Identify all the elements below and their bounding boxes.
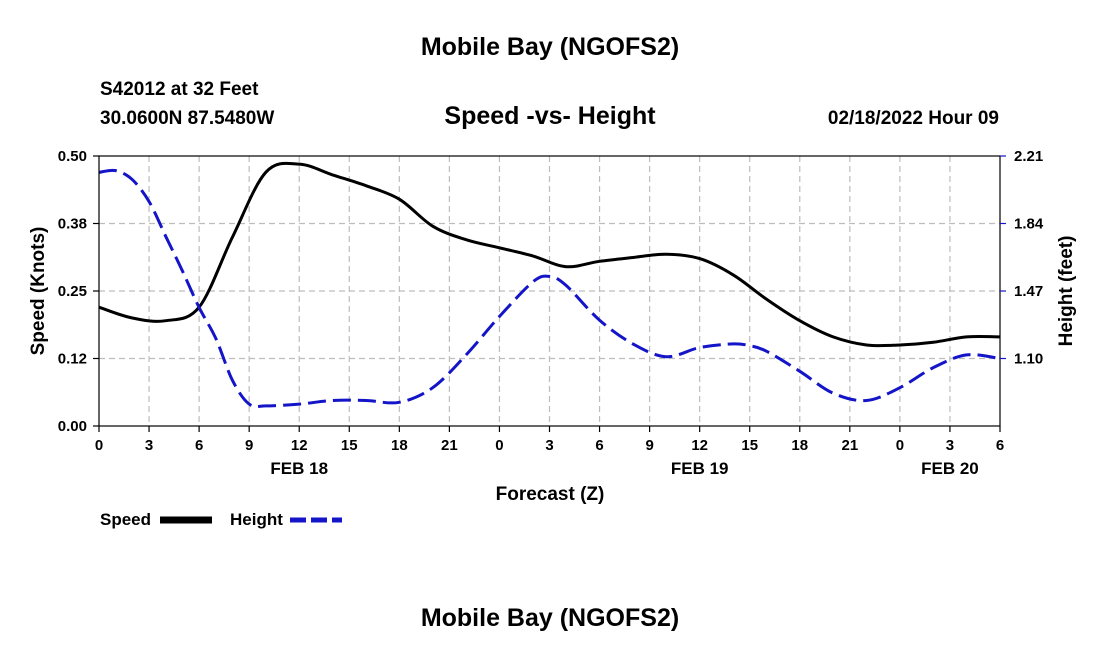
x-tick-label: 3 [545, 437, 553, 454]
y2-tick-label: 1.47 [1014, 283, 1043, 300]
datetime-label: 02/18/2022 Hour 09 [828, 108, 999, 129]
x-tick-label: 21 [841, 437, 858, 454]
date-label: FEB 20 [921, 459, 979, 478]
date-label: FEB 18 [270, 459, 328, 478]
x-tick-label: 6 [195, 437, 203, 454]
x-tick-label: 0 [896, 437, 904, 454]
x-tick-label: 15 [741, 437, 758, 454]
speed-series-line [98, 161, 1001, 348]
legend: Speed Height [100, 510, 342, 529]
x-axis-label: Forecast (Z) [496, 484, 605, 505]
coords-label: 30.0600N 87.5480W [100, 108, 274, 129]
x-tick-label: 0 [495, 437, 503, 454]
x-tick-label: 6 [595, 437, 603, 454]
y-tick-label: 0.50 [58, 148, 87, 165]
legend-speed-label: Speed [100, 510, 151, 529]
x-tick-label: 21 [441, 437, 458, 454]
legend-height-label: Height [230, 510, 283, 529]
x-tick-label: 6 [996, 437, 1004, 454]
x-tick-label: 3 [145, 437, 153, 454]
y-axis-label: Speed (Knots) [28, 227, 49, 356]
x-tick-label: 12 [291, 437, 308, 454]
x-tick-label: 12 [691, 437, 708, 454]
y-tick-label: 0.25 [58, 283, 87, 300]
height-series-line [98, 168, 1001, 409]
x-tick-label: 9 [245, 437, 253, 454]
x-tick-label: 3 [946, 437, 954, 454]
x-tick-label: 9 [645, 437, 653, 454]
x-tick-label: 18 [391, 437, 408, 454]
date-label: FEB 19 [671, 459, 729, 478]
x-tick-label: 18 [791, 437, 808, 454]
x-tick-label: 0 [95, 437, 103, 454]
y2-tick-label: 1.84 [1014, 216, 1044, 233]
y2-tick-label: 2.21 [1014, 148, 1043, 165]
y-tick-label: 0.00 [58, 418, 87, 435]
axes: 0 3 6 9 12 15 18 21 0 3 6 9 12 15 18 21 0 3 6 0.00 0.12 0.25 0… [58, 148, 1044, 478]
page-title: Mobile Bay (NGOFS2) [421, 33, 679, 61]
x-tick-label: 15 [341, 437, 358, 454]
footer-title: Mobile Bay (NGOFS2) [421, 604, 679, 632]
series-layer [98, 161, 1001, 409]
y-tick-label: 0.38 [58, 216, 87, 233]
station-label: S42012 at 32 Feet [100, 79, 259, 100]
chart-title: Speed -vs- Height [444, 102, 656, 130]
y2-tick-label: 1.10 [1014, 351, 1043, 368]
y2-axis-label: Height (feet) [1056, 236, 1077, 347]
y-tick-label: 0.12 [58, 351, 87, 368]
